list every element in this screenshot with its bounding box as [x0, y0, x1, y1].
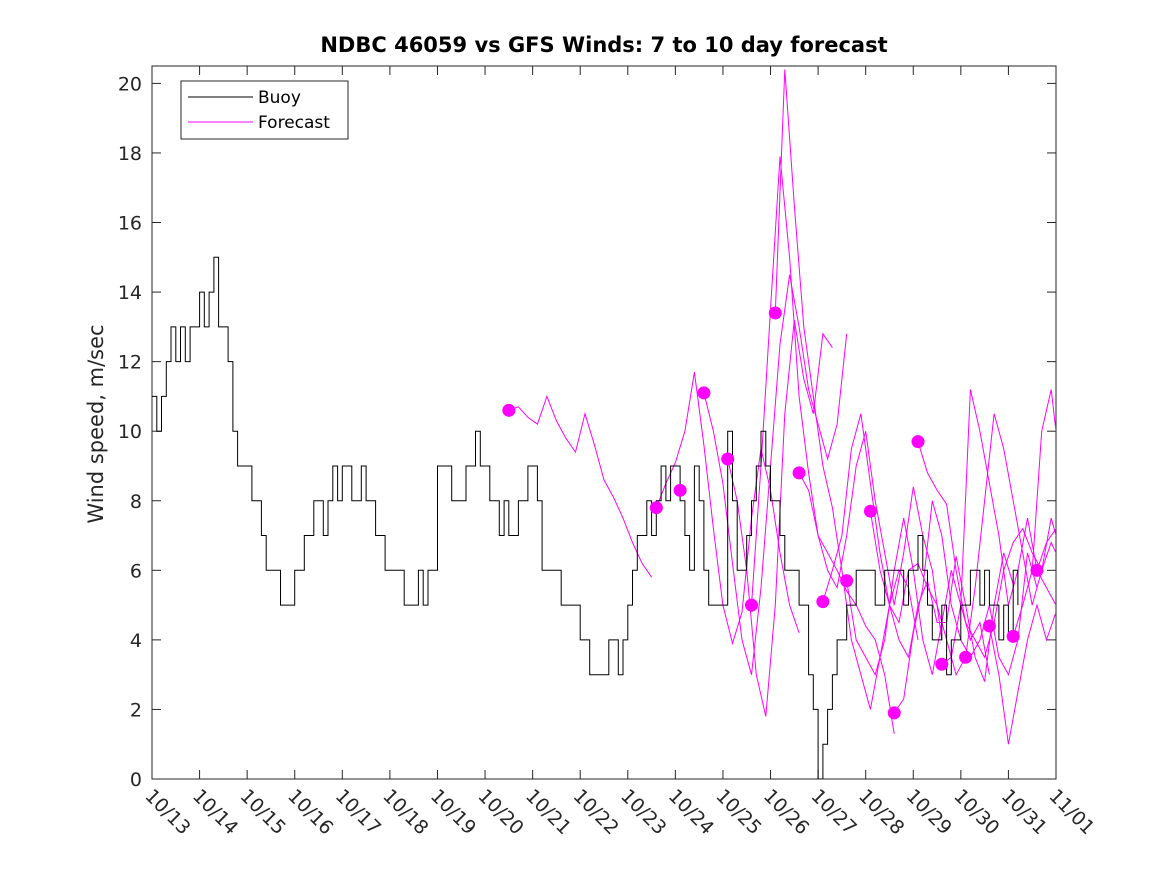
legend-box	[180, 80, 349, 140]
y-tick-label: 0	[130, 769, 142, 791]
forecast-start-point	[744, 598, 758, 612]
forecast-start-point	[816, 595, 830, 609]
y-tick-labels: 0 2 4 6 8 10 12 14 16 18 20	[118, 73, 142, 791]
forecast-start-point	[840, 574, 854, 588]
forecast-start-point	[1006, 629, 1020, 643]
y-tick-label: 4	[130, 630, 142, 652]
forecast-line	[751, 156, 895, 734]
forecast-start-point	[721, 452, 735, 466]
forecast-start-point	[792, 466, 806, 480]
forecast-start-point	[959, 650, 973, 664]
forecast-start-point	[911, 435, 925, 449]
buoy-line	[152, 256, 1019, 779]
forecast-start-point	[697, 386, 711, 400]
forecast-start-point	[1030, 563, 1044, 577]
forecast-start-point	[502, 403, 516, 417]
forecast-start-point	[649, 501, 663, 515]
legend-buoy-label: Buoy	[258, 88, 301, 108]
y-tick-label: 16	[118, 213, 142, 235]
forecast-line	[917, 441, 1056, 659]
forecast-line	[1012, 389, 1056, 637]
forecast-line	[798, 431, 943, 640]
y-tick-label: 12	[118, 352, 142, 374]
forecast-start-point	[673, 483, 687, 497]
forecast-line	[1036, 528, 1056, 571]
legend: Buoy Forecast	[180, 80, 349, 140]
legend-forecast-label: Forecast	[258, 113, 330, 133]
y-tick-label: 14	[118, 282, 142, 304]
y-tick-label: 8	[130, 491, 142, 513]
forecast-line	[965, 413, 1056, 658]
forecast-line	[893, 500, 1038, 714]
forecast-start-point	[768, 306, 782, 320]
forecast-start-point	[982, 619, 996, 633]
y-axis-label: Wind speed, m/sec	[84, 324, 108, 523]
y-tick-label: 10	[118, 421, 142, 443]
forecast-line	[508, 394, 653, 578]
series-layer	[152, 69, 1056, 779]
forecast-line	[655, 372, 800, 646]
forecast-start-point	[935, 657, 949, 671]
forecast-line	[988, 603, 1056, 745]
forecast-start-point	[887, 706, 901, 720]
plot-area	[151, 65, 1057, 780]
y-tick-label: 20	[118, 73, 142, 95]
y-tick-label: 18	[118, 143, 142, 165]
y-tick-label: 2	[130, 699, 142, 721]
y-tick-label: 6	[130, 560, 142, 582]
chart-title: NDBC 46059 vs GFS Winds: 7 to 10 day for…	[320, 33, 887, 57]
forecast-start-point	[863, 504, 877, 518]
